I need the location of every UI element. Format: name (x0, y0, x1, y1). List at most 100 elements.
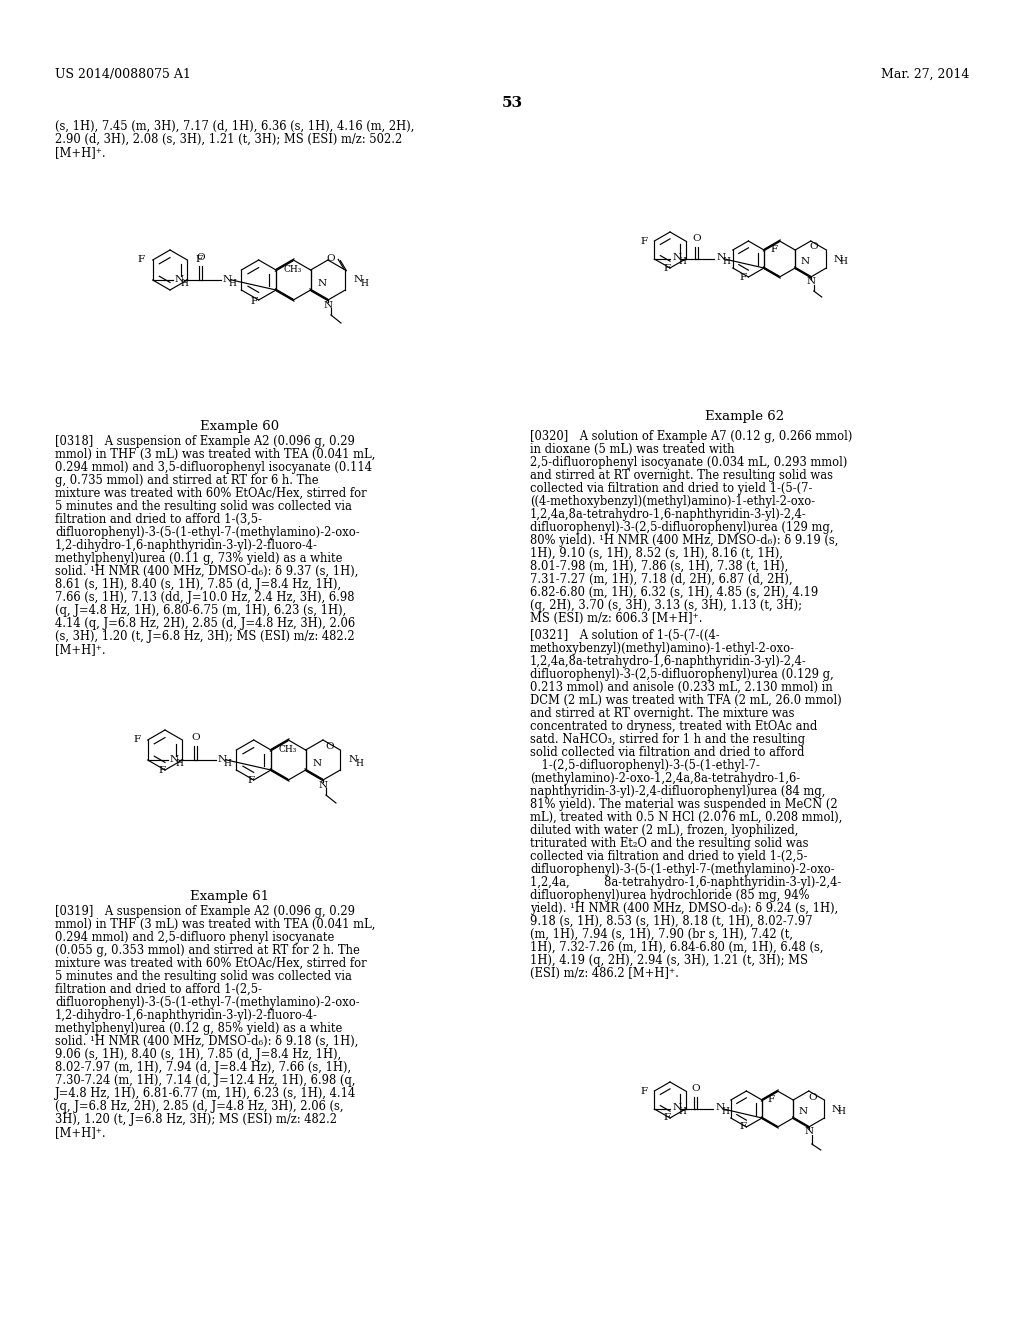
Text: O: O (809, 1093, 817, 1102)
Text: F: F (641, 1086, 648, 1096)
Text: solid collected via filtration and dried to afford: solid collected via filtration and dried… (530, 746, 827, 759)
Text: N: N (834, 255, 843, 264)
Text: N: N (799, 1106, 808, 1115)
Text: 4.14 (q, J=6.8 Hz, 2H), 2.85 (d, J=4.8 Hz, 3H), 2.06: 4.14 (q, J=6.8 Hz, 2H), 2.85 (d, J=4.8 H… (55, 616, 355, 630)
Text: [M+H]⁺.: [M+H]⁺. (55, 147, 105, 158)
Text: H: H (180, 280, 188, 289)
Text: MS (ESI) m/z: 606.3 [M+H]⁺.: MS (ESI) m/z: 606.3 [M+H]⁺. (530, 612, 702, 624)
Text: Example 60: Example 60 (201, 420, 280, 433)
Text: O: O (191, 733, 200, 742)
Text: H: H (223, 759, 231, 767)
Text: 8.01-7.98 (m, 1H), 7.86 (s, 1H), 7.38 (t, 1H),: 8.01-7.98 (m, 1H), 7.86 (s, 1H), 7.38 (t… (530, 560, 788, 573)
Text: DCM (2 mL) was treated with TFA (2 mL, 26.0 mmol): DCM (2 mL) was treated with TFA (2 mL, 2… (530, 694, 842, 708)
Text: F: F (767, 1096, 774, 1105)
Text: 3H), 1.20 (t, J=6.8 Hz, 3H); MS (ESI) m/z: 482.2: 3H), 1.20 (t, J=6.8 Hz, 3H); MS (ESI) m/… (55, 1113, 337, 1126)
Text: [0318] A suspension of Example A2 (0.096 g, 0.29: [0318] A suspension of Example A2 (0.096… (55, 436, 355, 447)
Text: 1,2-dihydro-1,6-naphthyridin-3-yl)-2-fluoro-4-: 1,2-dihydro-1,6-naphthyridin-3-yl)-2-flu… (55, 1008, 317, 1022)
Text: (m, 1H), 7.94 (s, 1H), 7.90 (br s, 1H), 7.42 (t,: (m, 1H), 7.94 (s, 1H), 7.90 (br s, 1H), … (530, 928, 793, 941)
Text: collected via filtration and dried to yield 1-(2,5-: collected via filtration and dried to yi… (530, 850, 808, 863)
Text: filtration and dried to afford 1-(2,5-: filtration and dried to afford 1-(2,5- (55, 983, 262, 997)
Text: H: H (679, 257, 686, 267)
Text: Example 62: Example 62 (706, 411, 784, 422)
Text: difluorophenyl)-3-(2,5-difluorophenyl)urea (0.129 g,: difluorophenyl)-3-(2,5-difluorophenyl)ur… (530, 668, 834, 681)
Text: (ESI) m/z: 486.2 [M+H]⁺.: (ESI) m/z: 486.2 [M+H]⁺. (530, 968, 679, 979)
Text: N: N (218, 755, 226, 763)
Text: CH₃: CH₃ (284, 265, 302, 275)
Text: [0319] A suspension of Example A2 (0.096 g, 0.29: [0319] A suspension of Example A2 (0.096… (55, 906, 355, 917)
Text: 81% yield). The material was suspended in MeCN (2: 81% yield). The material was suspended i… (530, 799, 838, 810)
Text: F: F (740, 1122, 746, 1131)
Text: Example 61: Example 61 (190, 890, 269, 903)
Text: F: F (138, 256, 145, 264)
Text: H: H (838, 1107, 846, 1117)
Text: and stirred at RT overnight. The mixture was: and stirred at RT overnight. The mixture… (530, 708, 795, 719)
Text: F: F (247, 776, 254, 785)
Text: O: O (327, 253, 335, 263)
Text: N: N (801, 256, 810, 265)
Text: (s, 3H), 1.20 (t, J=6.8 Hz, 3H); MS (ESI) m/z: 482.2: (s, 3H), 1.20 (t, J=6.8 Hz, 3H); MS (ESI… (55, 630, 354, 643)
Text: N: N (324, 301, 333, 309)
Text: collected via filtration and dried to yield 1-(5-(7-: collected via filtration and dried to yi… (530, 482, 812, 495)
Text: 9.18 (s, 1H), 8.53 (s, 1H), 8.18 (t, 1H), 8.02-7.97: 9.18 (s, 1H), 8.53 (s, 1H), 8.18 (t, 1H)… (530, 915, 813, 928)
Text: 0.294 mmol) and 3,5-difluorophenyl isocyanate (0.114: 0.294 mmol) and 3,5-difluorophenyl isocy… (55, 461, 372, 474)
Text: 1,2,4a,   8a-tetrahydro-1,6-naphthyridin-3-yl)-2,4-: 1,2,4a, 8a-tetrahydro-1,6-naphthyridin-3… (530, 876, 842, 888)
Text: H: H (360, 280, 368, 289)
Text: F: F (159, 766, 166, 775)
Text: H: H (722, 1107, 729, 1117)
Text: O: O (326, 742, 334, 751)
Text: and stirred at RT overnight. The resulting solid was: and stirred at RT overnight. The resulti… (530, 469, 833, 482)
Text: (q, J=6.8 Hz, 2H), 2.85 (d, J=4.8 Hz, 3H), 2.06 (s,: (q, J=6.8 Hz, 2H), 2.85 (d, J=4.8 Hz, 3H… (55, 1100, 343, 1113)
Text: H: H (840, 257, 848, 267)
Text: O: O (810, 242, 818, 251)
Text: J=4.8 Hz, 1H), 6.81-6.77 (m, 1H), 6.23 (s, 1H), 4.14: J=4.8 Hz, 1H), 6.81-6.77 (m, 1H), 6.23 (… (55, 1086, 356, 1100)
Text: F: F (641, 236, 648, 246)
Text: 5 minutes and the resulting solid was collected via: 5 minutes and the resulting solid was co… (55, 970, 352, 983)
Text: F: F (740, 273, 746, 282)
Text: H: H (722, 257, 730, 267)
Text: difluorophenyl)urea hydrochloride (85 mg, 94%: difluorophenyl)urea hydrochloride (85 mg… (530, 888, 810, 902)
Text: mixture was treated with 60% EtOAc/Hex, stirred for: mixture was treated with 60% EtOAc/Hex, … (55, 957, 367, 970)
Text: N: N (673, 1104, 682, 1113)
Text: 6.82-6.80 (m, 1H), 6.32 (s, 1H), 4.85 (s, 2H), 4.19: 6.82-6.80 (m, 1H), 6.32 (s, 1H), 4.85 (s… (530, 586, 818, 599)
Text: [M+H]⁺.: [M+H]⁺. (55, 1126, 105, 1139)
Text: in dioxane (5 mL) was treated with: in dioxane (5 mL) was treated with (530, 444, 734, 455)
Text: CH₃: CH₃ (279, 746, 297, 755)
Text: H: H (176, 759, 183, 767)
Text: mL), treated with 0.5 N HCl (2.076 mL, 0.208 mmol),: mL), treated with 0.5 N HCl (2.076 mL, 0… (530, 810, 843, 824)
Text: O: O (692, 234, 700, 243)
Text: [0320] A solution of Example A7 (0.12 g, 0.266 mmol): [0320] A solution of Example A7 (0.12 g,… (530, 430, 852, 444)
Text: N: N (831, 1105, 841, 1114)
Text: [0321] A solution of 1-(5-(7-((4-: [0321] A solution of 1-(5-(7-((4- (530, 630, 720, 642)
Text: N: N (170, 755, 179, 763)
Text: O: O (197, 253, 205, 261)
Text: 1,2,4a,8a-tetrahydro-1,6-naphthyridin-3-yl)-2,4-: 1,2,4a,8a-tetrahydro-1,6-naphthyridin-3-… (530, 508, 807, 521)
Text: 7.30-7.24 (m, 1H), 7.14 (d, J=12.4 Hz, 1H), 6.98 (q,: 7.30-7.24 (m, 1H), 7.14 (d, J=12.4 Hz, 1… (55, 1074, 355, 1086)
Text: F: F (134, 735, 141, 744)
Text: 1-(2,5-difluorophenyl)-3-(5-(1-ethyl-7-: 1-(2,5-difluorophenyl)-3-(5-(1-ethyl-7- (530, 759, 760, 772)
Text: 7.31-7.27 (m, 1H), 7.18 (d, 2H), 6.87 (d, 2H),: 7.31-7.27 (m, 1H), 7.18 (d, 2H), 6.87 (d… (530, 573, 793, 586)
Text: F: F (770, 246, 777, 255)
Text: mmol) in THF (3 mL) was treated with TEA (0.041 mL,: mmol) in THF (3 mL) was treated with TEA… (55, 447, 376, 461)
Text: N: N (312, 759, 322, 767)
Text: (methylamino)-2-oxo-1,2,4a,8a-tetrahydro-1,6-: (methylamino)-2-oxo-1,2,4a,8a-tetrahydro… (530, 772, 800, 785)
Text: 0.213 mmol) and anisole (0.233 mL, 2.130 mmol) in: 0.213 mmol) and anisole (0.233 mL, 2.130… (530, 681, 833, 694)
Text: 0.294 mmol) and 2,5-difluoro phenyl isocyanate: 0.294 mmol) and 2,5-difluoro phenyl isoc… (55, 931, 335, 944)
Text: (s, 1H), 7.45 (m, 3H), 7.17 (d, 1H), 6.36 (s, 1H), 4.16 (m, 2H),: (s, 1H), 7.45 (m, 3H), 7.17 (d, 1H), 6.3… (55, 120, 415, 133)
Text: diluted with water (2 mL), frozen, lyophilized,: diluted with water (2 mL), frozen, lyoph… (530, 824, 799, 837)
Text: mmol) in THF (3 mL) was treated with TEA (0.041 mL,: mmol) in THF (3 mL) was treated with TEA… (55, 917, 376, 931)
Text: N: N (175, 276, 183, 285)
Text: 53: 53 (502, 96, 522, 110)
Text: naphthyridin-3-yl)-2,4-difluorophenyl)urea (84 mg,: naphthyridin-3-yl)-2,4-difluorophenyl)ur… (530, 785, 825, 799)
Text: yield). ¹H NMR (400 MHz, DMSO-d₆): δ 9.24 (s, 1H),: yield). ¹H NMR (400 MHz, DMSO-d₆): δ 9.2… (530, 902, 839, 915)
Text: N: N (673, 253, 682, 263)
Text: difluorophenyl)-3-(5-(1-ethyl-7-(methylamino)-2-oxo-: difluorophenyl)-3-(5-(1-ethyl-7-(methyla… (55, 525, 359, 539)
Text: concentrated to dryness, treated with EtOAc and: concentrated to dryness, treated with Et… (530, 719, 817, 733)
Text: difluorophenyl)-3-(2,5-difluorophenyl)urea (129 mg,: difluorophenyl)-3-(2,5-difluorophenyl)ur… (530, 521, 834, 535)
Text: ((4-methoxybenzyl)(methyl)amino)-1-ethyl-2-oxo-: ((4-methoxybenzyl)(methyl)amino)-1-ethyl… (530, 495, 815, 508)
Text: F: F (664, 264, 671, 273)
Text: methylphenyl)urea (0.11 g, 73% yield) as a white: methylphenyl)urea (0.11 g, 73% yield) as… (55, 552, 342, 565)
Text: H: H (679, 1107, 686, 1117)
Text: F: F (250, 297, 257, 306)
Text: Mar. 27, 2014: Mar. 27, 2014 (881, 69, 969, 81)
Text: [M+H]⁺.: [M+H]⁺. (55, 643, 105, 656)
